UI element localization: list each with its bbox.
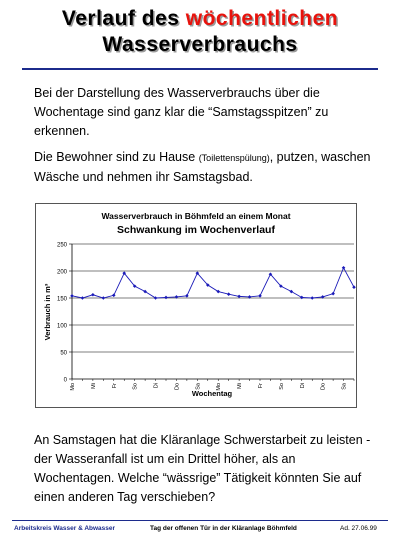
x-axis-label: Wochentag bbox=[192, 389, 233, 398]
data-point bbox=[237, 294, 241, 299]
x-tick-label: Mi bbox=[237, 383, 243, 389]
x-tick-label: Fr bbox=[258, 383, 264, 388]
data-point bbox=[226, 292, 231, 297]
data-point bbox=[299, 295, 304, 300]
data-point bbox=[101, 296, 106, 300]
y-tick-label: 50 bbox=[60, 350, 67, 356]
data-point bbox=[174, 295, 179, 299]
y-tick-label: 150 bbox=[57, 296, 68, 302]
habits-text-a: Die Bewohner sind zu Hause bbox=[34, 150, 199, 164]
closing-paragraph: An Samstagen hat die Kläranlage Schwerst… bbox=[34, 433, 371, 504]
chart-frame: Wasserverbrauch in Böhmfeld an einem Mon… bbox=[35, 203, 357, 408]
x-tick-label: Sa bbox=[195, 382, 201, 390]
data-point bbox=[341, 265, 346, 270]
title-line-2: Wasserverbrauchs bbox=[102, 33, 298, 56]
x-tick-label: So bbox=[279, 383, 285, 390]
x-tick-label: Sa bbox=[342, 382, 348, 390]
title-text: Verlauf des bbox=[61, 7, 186, 30]
y-tick-label: 250 bbox=[57, 242, 68, 248]
data-point bbox=[279, 284, 283, 288]
y-tick-label: 0 bbox=[64, 377, 68, 383]
y-tick-label: 200 bbox=[57, 269, 68, 275]
data-point bbox=[247, 295, 252, 299]
habits-text-b: , putzen, waschen Wäsche und nehmen ihr … bbox=[34, 150, 371, 184]
data-point bbox=[185, 294, 189, 298]
intro-paragraph: Bei der Darstellung des Wasserverbrauchs… bbox=[34, 86, 329, 138]
x-tick-label: Mi bbox=[91, 383, 97, 389]
footer-event: Tag der offenen Tür in der Kläranlage Bö… bbox=[150, 525, 297, 532]
footer-divider bbox=[12, 520, 388, 521]
footer-organization: Arbeitskreis Wasser & Abwasser bbox=[14, 525, 116, 532]
footer-date: Ad. 27.06.99 bbox=[340, 525, 377, 532]
x-tick-label: Do bbox=[321, 383, 327, 390]
chart-title: Wasserverbrauch in Böhmfeld an einem Mon… bbox=[101, 211, 290, 221]
x-tick-label: Fr bbox=[112, 383, 118, 388]
data-point bbox=[143, 289, 147, 294]
data-point bbox=[91, 292, 95, 297]
data-point bbox=[289, 289, 294, 294]
data-point bbox=[164, 295, 168, 300]
title-highlight: wöchentlichen bbox=[185, 7, 339, 30]
chart-subtitle: Schwankung im Wochenverlauf bbox=[117, 224, 275, 236]
data-point bbox=[111, 293, 116, 298]
data-point bbox=[268, 272, 273, 277]
data-point bbox=[331, 291, 335, 296]
x-tick-label: Mo bbox=[216, 383, 222, 391]
data-point bbox=[352, 285, 356, 289]
x-tick-label: Di bbox=[154, 383, 160, 388]
x-tick-label: So bbox=[133, 383, 139, 390]
habits-note: (Toilettenspülung) bbox=[198, 153, 270, 163]
data-point bbox=[70, 294, 74, 298]
data-point bbox=[310, 296, 315, 300]
data-point bbox=[122, 271, 127, 275]
habits-paragraph: Die Bewohner sind zu Hause (Toilettenspü… bbox=[34, 148, 374, 187]
x-tick-label: Do bbox=[174, 383, 180, 390]
consumption-chart: Wasserverbrauch in Böhmfeld an einem Mon… bbox=[43, 211, 356, 398]
slide-title: Verlauf des wöchentlichen Wasserverbrauc… bbox=[0, 6, 400, 58]
y-tick-label: 100 bbox=[57, 323, 68, 329]
x-tick-label: Di bbox=[300, 383, 306, 388]
data-point bbox=[80, 296, 85, 300]
series-line bbox=[71, 266, 355, 299]
title-divider bbox=[22, 68, 378, 70]
data-point bbox=[258, 294, 262, 298]
x-tick-label: Mo bbox=[70, 383, 76, 391]
y-axis-label: Verbrauch in m³ bbox=[43, 283, 52, 340]
